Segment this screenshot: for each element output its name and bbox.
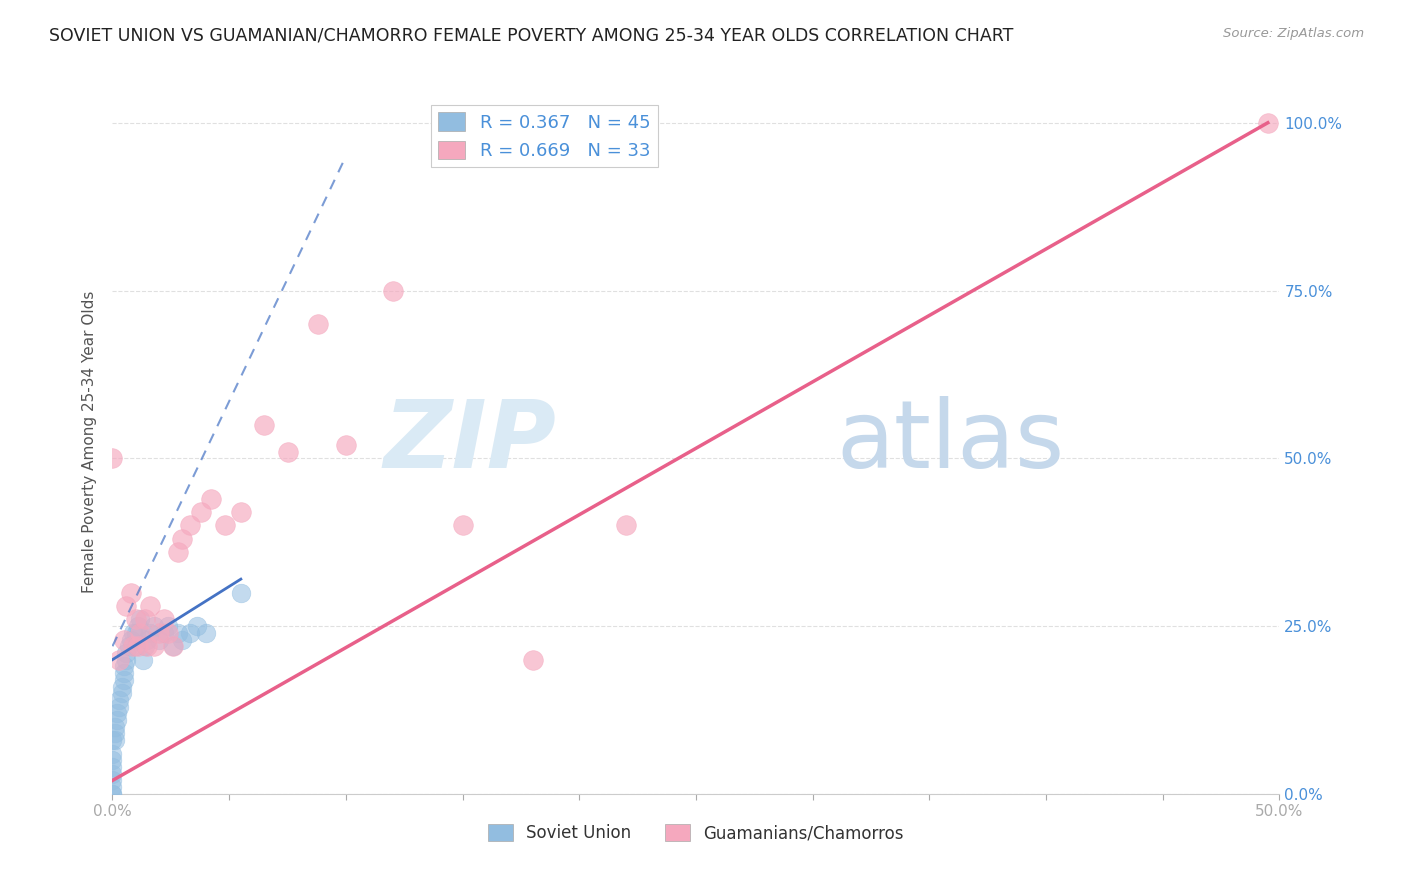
Point (122, 625, 145, 640)
Text: ZIP: ZIP (382, 395, 555, 488)
Point (153, 625, 176, 640)
Point (139, 625, 162, 640)
Point (111, 686, 134, 700)
Point (120, 632, 142, 647)
Point (120, 585, 142, 599)
Point (101, 733, 124, 747)
Point (194, 625, 217, 640)
Point (166, 625, 188, 640)
Point (108, 699, 131, 714)
Point (200, 491, 222, 506)
Point (101, 760, 124, 774)
Point (179, 518, 201, 533)
Point (104, 733, 127, 747)
Point (136, 632, 159, 647)
Point (172, 632, 194, 647)
Point (157, 625, 180, 640)
Point (122, 639, 145, 653)
Point (101, 753, 124, 767)
Point (1257, 116, 1279, 130)
Point (104, 726, 127, 740)
Point (101, 747, 124, 761)
Point (381, 284, 404, 298)
Point (522, 653, 544, 667)
Text: SOVIET UNION VS GUAMANIAN/CHAMORRO FEMALE POVERTY AMONG 25-34 YEAR OLDS CORRELAT: SOVIET UNION VS GUAMANIAN/CHAMORRO FEMAL… (49, 27, 1014, 45)
Point (104, 720, 127, 734)
Point (229, 585, 252, 599)
Point (139, 599, 162, 613)
Point (451, 518, 474, 533)
Point (162, 639, 184, 653)
Point (307, 317, 329, 331)
Point (129, 625, 152, 640)
Point (186, 619, 208, 633)
Legend: Soviet Union, Guamanians/Chamorros: Soviet Union, Guamanians/Chamorros (481, 817, 911, 849)
Point (134, 612, 156, 626)
Point (115, 599, 138, 613)
Point (101, 451, 124, 466)
Point (162, 639, 184, 653)
Point (143, 619, 166, 633)
Point (157, 619, 180, 633)
Point (276, 444, 298, 458)
Point (132, 653, 155, 667)
Point (143, 639, 166, 653)
Point (115, 646, 138, 660)
Text: Source: ZipAtlas.com: Source: ZipAtlas.com (1223, 27, 1364, 40)
Point (190, 505, 212, 519)
Point (112, 632, 135, 647)
Point (148, 632, 170, 647)
Point (112, 659, 135, 673)
Point (105, 706, 128, 721)
Point (172, 532, 194, 546)
Point (118, 639, 141, 653)
Point (125, 625, 148, 640)
Point (108, 693, 131, 707)
Point (614, 518, 637, 533)
Point (105, 713, 128, 727)
Text: atlas: atlas (837, 395, 1064, 488)
Point (101, 787, 124, 801)
Point (129, 612, 152, 626)
Point (229, 505, 252, 519)
Point (214, 518, 236, 533)
Point (101, 780, 124, 794)
Point (127, 639, 149, 653)
Point (101, 773, 124, 788)
Point (101, 766, 124, 780)
Point (148, 625, 170, 640)
Point (166, 545, 188, 559)
Point (111, 680, 134, 694)
Point (179, 625, 201, 640)
Point (115, 653, 138, 667)
Point (125, 639, 148, 653)
Point (136, 639, 159, 653)
Point (134, 639, 156, 653)
Point (112, 666, 135, 681)
Point (253, 417, 276, 432)
Point (127, 619, 149, 633)
Point (112, 673, 135, 687)
Point (108, 653, 131, 667)
Y-axis label: Female Poverty Among 25-34 Year Olds: Female Poverty Among 25-34 Year Olds (82, 291, 97, 592)
Point (125, 612, 148, 626)
Point (153, 612, 176, 626)
Point (335, 438, 357, 452)
Point (101, 787, 124, 801)
